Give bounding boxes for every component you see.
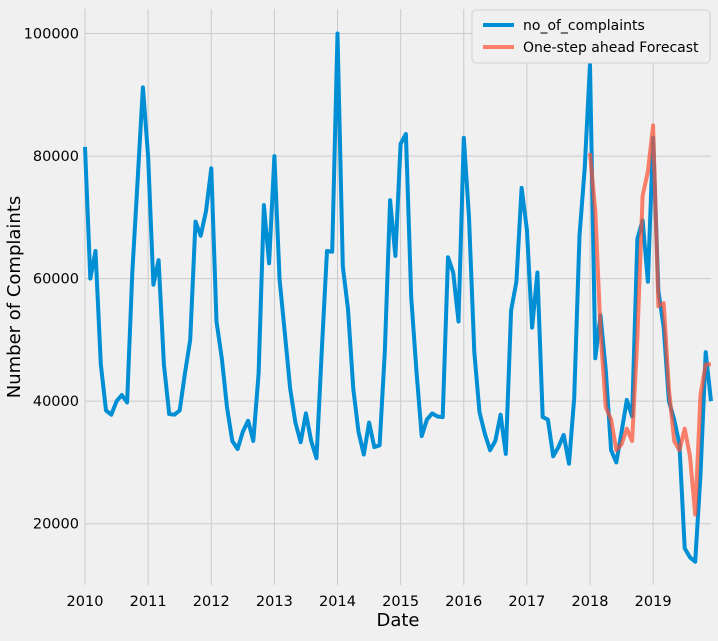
- x-tick-label: 2016: [445, 594, 482, 610]
- y-tick-label: 60000: [33, 272, 79, 288]
- x-tick-label: 2019: [635, 594, 672, 610]
- x-tick-label: 2018: [572, 594, 609, 610]
- x-tick-label: 2014: [319, 594, 356, 610]
- series-line-one-step-ahead-forecast: [588, 123, 711, 517]
- x-axis-label: Date: [376, 610, 419, 631]
- legend-label-forecast: One-step ahead Forecast: [523, 40, 699, 56]
- y-tick-label: 80000: [33, 149, 79, 165]
- x-tick-label: 2017: [508, 594, 545, 610]
- axis-ticks: 2010 2011 2012 2013 2014 2015 2016 2017 2018 2019…: [24, 27, 672, 610]
- legend-box: [471, 9, 711, 64]
- y-axis-label: Number of Complaints: [4, 196, 25, 399]
- y-tick-label: 100000: [24, 27, 79, 43]
- series-line-no-of-complaints: [83, 31, 713, 564]
- x-tick-label: 2010: [67, 594, 104, 610]
- x-tick-label: 2012: [193, 594, 230, 610]
- legend-label-no-of-complaints: no_of_complaints: [523, 18, 645, 34]
- y-tick-label: 40000: [33, 394, 79, 410]
- x-tick-label: 2011: [130, 594, 167, 610]
- series-lines: [83, 31, 713, 564]
- grid: [84, 9, 711, 585]
- plot-area: [85, 9, 711, 585]
- x-tick-label: 2015: [382, 594, 419, 610]
- legend: no_of_complaints One-step ahead Forecast: [471, 9, 711, 64]
- y-tick-label: 20000: [33, 517, 79, 533]
- x-tick-label: 2013: [256, 594, 293, 610]
